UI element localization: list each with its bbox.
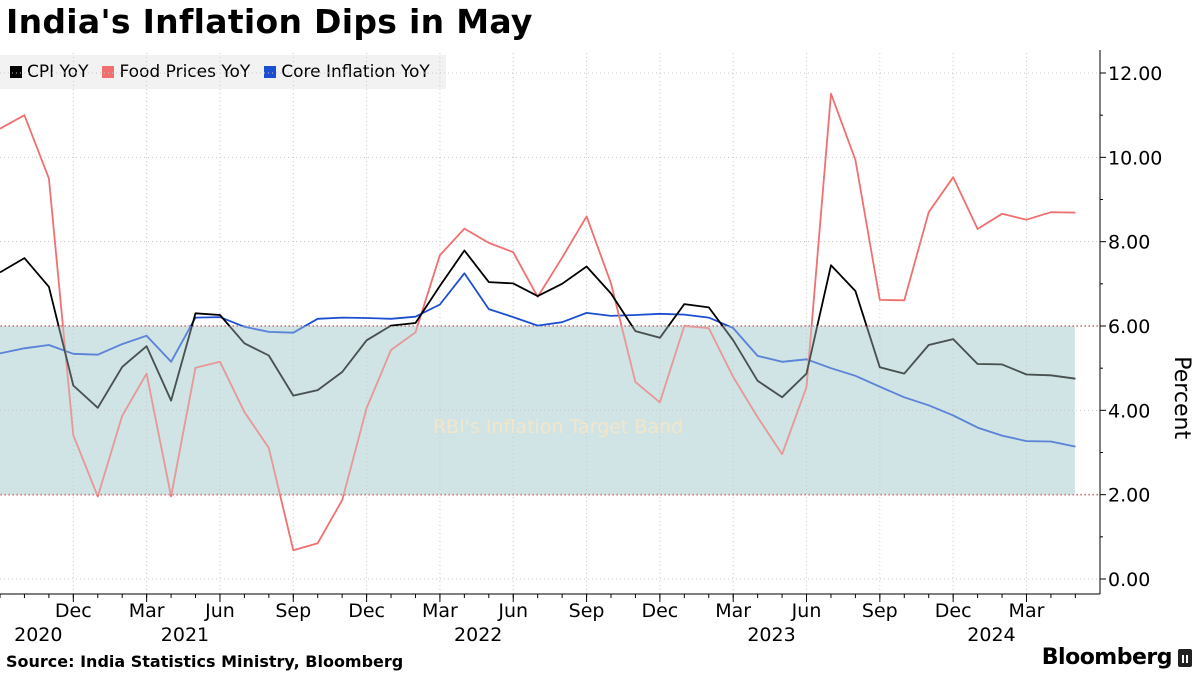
- x-year-label: 2020: [14, 624, 62, 646]
- terminal-icon: [1178, 648, 1192, 667]
- x-year-label: 2023: [747, 624, 795, 646]
- x-tick-label: Jun: [204, 600, 235, 622]
- legend: CPI YoY Food Prices YoY Core Inflation Y…: [0, 55, 446, 89]
- x-tick-label: Mar: [422, 600, 458, 622]
- x-tick-label: Sep: [569, 600, 605, 622]
- brand-name: Bloomberg: [1041, 645, 1173, 670]
- y-tick-label: 10.00: [1108, 147, 1162, 169]
- y-tick-label: 8.00: [1108, 232, 1150, 254]
- series-band-overlay-cpi-yoy: [57, 326, 1076, 410]
- x-tick-label: Dec: [935, 600, 972, 622]
- x-tick-label: Mar: [129, 600, 165, 622]
- band-label: RBI's Inflation Target Band: [433, 416, 683, 438]
- y-tick-label: 4.00: [1108, 400, 1150, 422]
- x-tick-label: Jun: [497, 600, 528, 622]
- y-tick-label: 0.00: [1108, 569, 1150, 591]
- y-axis-label: Percent: [1169, 356, 1194, 439]
- x-tick-label: Mar: [1009, 600, 1045, 622]
- legend-label-core: Core Inflation YoY: [281, 62, 430, 82]
- x-year-label: 2024: [967, 624, 1015, 646]
- legend-item-core: Core Inflation YoY: [264, 62, 430, 82]
- x-tick-label: Mar: [715, 600, 751, 622]
- y-tick-label: 12.00: [1108, 63, 1162, 85]
- series-band-overlay-core-inflation-yoy: [0, 326, 1076, 448]
- chart-title: India's Inflation Dips in May: [6, 2, 533, 41]
- legend-label-food: Food Prices YoY: [119, 62, 251, 82]
- y-tick-label: 2.00: [1108, 485, 1150, 507]
- x-tick-label: Dec: [641, 600, 678, 622]
- x-tick-label: Jun: [791, 600, 822, 622]
- source-note: Source: India Statistics Ministry, Bloom…: [6, 652, 404, 671]
- series-band-overlay-food-prices-yoy: [61, 326, 813, 495]
- x-year-label: 2022: [454, 624, 502, 646]
- series-line-cpi-yoy: [0, 249, 1076, 409]
- x-year-label: 2021: [161, 624, 209, 646]
- legend-item-food: Food Prices YoY: [102, 62, 250, 82]
- legend-swatch-cpi: [10, 66, 22, 78]
- legend-swatch-food: [102, 66, 115, 78]
- x-tick-label: Dec: [55, 600, 92, 622]
- legend-swatch-core: [264, 66, 277, 78]
- y-tick-label: 6.00: [1108, 316, 1150, 338]
- series-line-core-inflation-yoy: [0, 272, 1076, 448]
- brand-logo: Bloomberg: [1042, 645, 1192, 670]
- x-tick-label: Dec: [348, 600, 385, 622]
- x-tick-label: Sep: [275, 600, 311, 622]
- x-tick-label: Sep: [862, 600, 898, 622]
